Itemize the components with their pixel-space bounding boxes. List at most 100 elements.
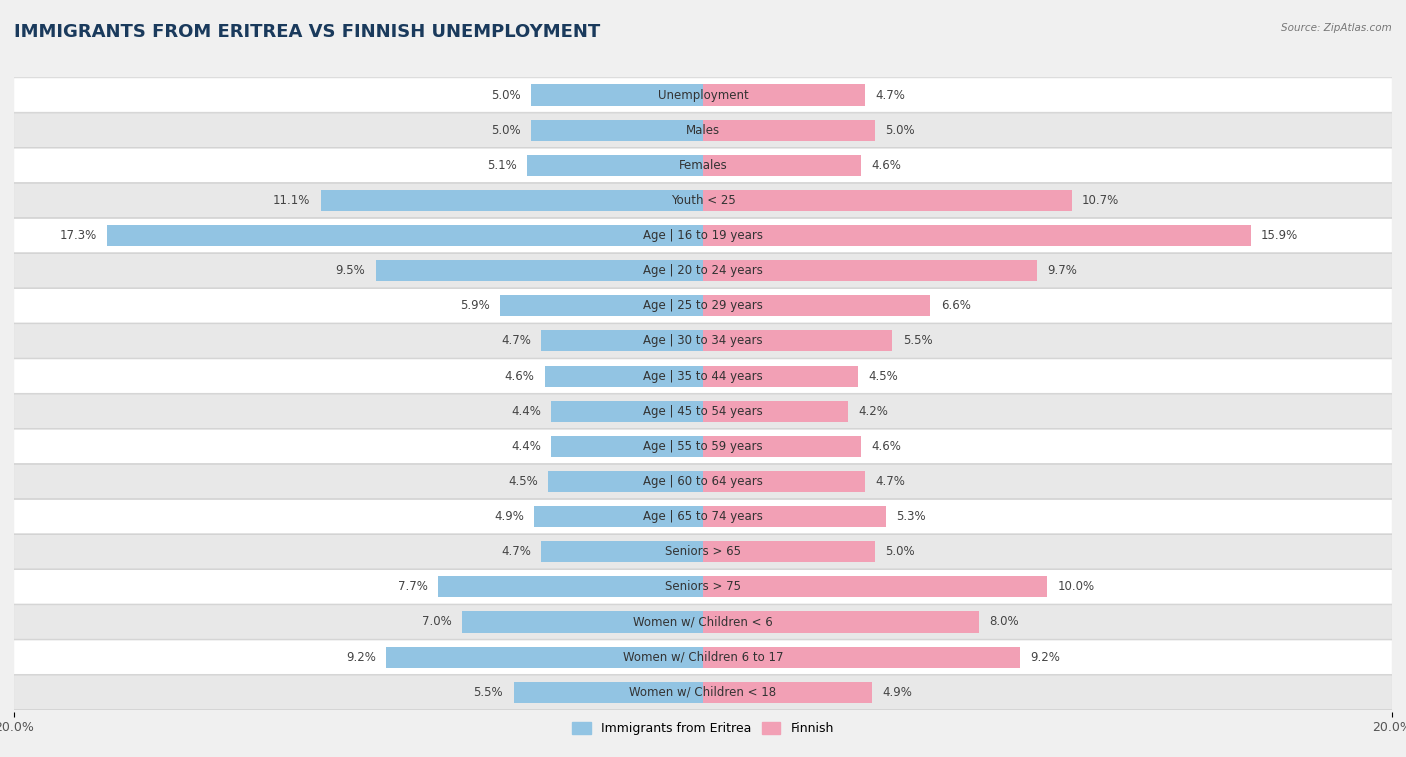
Text: 4.7%: 4.7% [501,335,531,347]
FancyBboxPatch shape [14,500,1392,534]
Text: Women w/ Children < 6: Women w/ Children < 6 [633,615,773,628]
Text: 11.1%: 11.1% [273,194,311,207]
Text: Age | 35 to 44 years: Age | 35 to 44 years [643,369,763,382]
Text: 15.9%: 15.9% [1261,229,1298,242]
Bar [703,471,865,492]
Bar [437,576,703,597]
Text: Source: ZipAtlas.com: Source: ZipAtlas.com [1281,23,1392,33]
FancyBboxPatch shape [14,288,1392,323]
Bar [703,85,865,105]
Text: 5.0%: 5.0% [886,545,915,558]
Bar [541,541,703,562]
Bar [703,576,1047,597]
Bar [703,260,1038,281]
Bar [321,190,703,211]
Text: 4.7%: 4.7% [875,89,905,101]
Bar [375,260,703,281]
Text: 5.0%: 5.0% [491,123,520,137]
Text: 4.6%: 4.6% [505,369,534,382]
Text: 5.0%: 5.0% [491,89,520,101]
FancyBboxPatch shape [14,254,1392,288]
Text: 9.7%: 9.7% [1047,264,1077,277]
FancyBboxPatch shape [14,148,1392,182]
Text: 5.9%: 5.9% [460,299,489,313]
Text: Women w/ Children < 18: Women w/ Children < 18 [630,686,776,699]
Text: Age | 20 to 24 years: Age | 20 to 24 years [643,264,763,277]
Text: Females: Females [679,159,727,172]
Text: 4.2%: 4.2% [858,405,887,418]
Text: Women w/ Children 6 to 17: Women w/ Children 6 to 17 [623,650,783,664]
Text: 4.5%: 4.5% [508,475,537,488]
Bar [703,682,872,702]
Bar [703,436,862,457]
FancyBboxPatch shape [14,218,1392,253]
Text: Age | 25 to 29 years: Age | 25 to 29 years [643,299,763,313]
Text: 4.9%: 4.9% [882,686,912,699]
Text: 5.0%: 5.0% [886,123,915,137]
FancyBboxPatch shape [14,359,1392,394]
Bar [107,225,703,246]
Text: Age | 30 to 34 years: Age | 30 to 34 years [643,335,763,347]
Bar [387,646,703,668]
Text: 9.2%: 9.2% [346,650,375,664]
Text: 9.2%: 9.2% [1031,650,1060,664]
Bar [541,330,703,351]
Text: Age | 65 to 74 years: Age | 65 to 74 years [643,510,763,523]
Text: 5.3%: 5.3% [896,510,925,523]
Bar [551,436,703,457]
Text: 5.1%: 5.1% [488,159,517,172]
Bar [703,400,848,422]
Legend: Immigrants from Eritrea, Finnish: Immigrants from Eritrea, Finnish [568,718,838,740]
Bar [703,190,1071,211]
Text: Age | 16 to 19 years: Age | 16 to 19 years [643,229,763,242]
Bar [703,154,862,176]
FancyBboxPatch shape [14,640,1392,674]
Text: 4.4%: 4.4% [512,405,541,418]
Text: Youth < 25: Youth < 25 [671,194,735,207]
Bar [548,471,703,492]
Bar [703,120,875,141]
Text: 5.5%: 5.5% [903,335,932,347]
Bar [703,506,886,527]
Bar [499,295,703,316]
Text: 17.3%: 17.3% [59,229,97,242]
Text: Seniors > 65: Seniors > 65 [665,545,741,558]
Text: 5.5%: 5.5% [474,686,503,699]
Bar [703,541,875,562]
Bar [461,612,703,633]
FancyBboxPatch shape [14,78,1392,112]
Text: 4.7%: 4.7% [501,545,531,558]
Bar [513,682,703,702]
FancyBboxPatch shape [14,675,1392,709]
FancyBboxPatch shape [14,113,1392,148]
Text: 7.0%: 7.0% [422,615,451,628]
Bar [703,366,858,387]
Bar [703,646,1019,668]
Text: Seniors > 75: Seniors > 75 [665,581,741,593]
Text: 10.0%: 10.0% [1057,581,1095,593]
Bar [531,85,703,105]
FancyBboxPatch shape [14,429,1392,463]
FancyBboxPatch shape [14,464,1392,499]
Text: 10.7%: 10.7% [1083,194,1119,207]
Text: Age | 55 to 59 years: Age | 55 to 59 years [643,440,763,453]
Bar [531,120,703,141]
FancyBboxPatch shape [14,534,1392,569]
Text: 8.0%: 8.0% [988,615,1018,628]
Text: Age | 45 to 54 years: Age | 45 to 54 years [643,405,763,418]
Text: IMMIGRANTS FROM ERITREA VS FINNISH UNEMPLOYMENT: IMMIGRANTS FROM ERITREA VS FINNISH UNEMP… [14,23,600,41]
Bar [703,225,1251,246]
Text: 4.9%: 4.9% [494,510,524,523]
Bar [527,154,703,176]
Bar [703,330,893,351]
Text: 4.6%: 4.6% [872,159,901,172]
Text: Males: Males [686,123,720,137]
Bar [544,366,703,387]
Text: 4.4%: 4.4% [512,440,541,453]
Text: 4.7%: 4.7% [875,475,905,488]
Bar [703,612,979,633]
FancyBboxPatch shape [14,394,1392,428]
FancyBboxPatch shape [14,324,1392,358]
Text: Age | 60 to 64 years: Age | 60 to 64 years [643,475,763,488]
FancyBboxPatch shape [14,183,1392,217]
